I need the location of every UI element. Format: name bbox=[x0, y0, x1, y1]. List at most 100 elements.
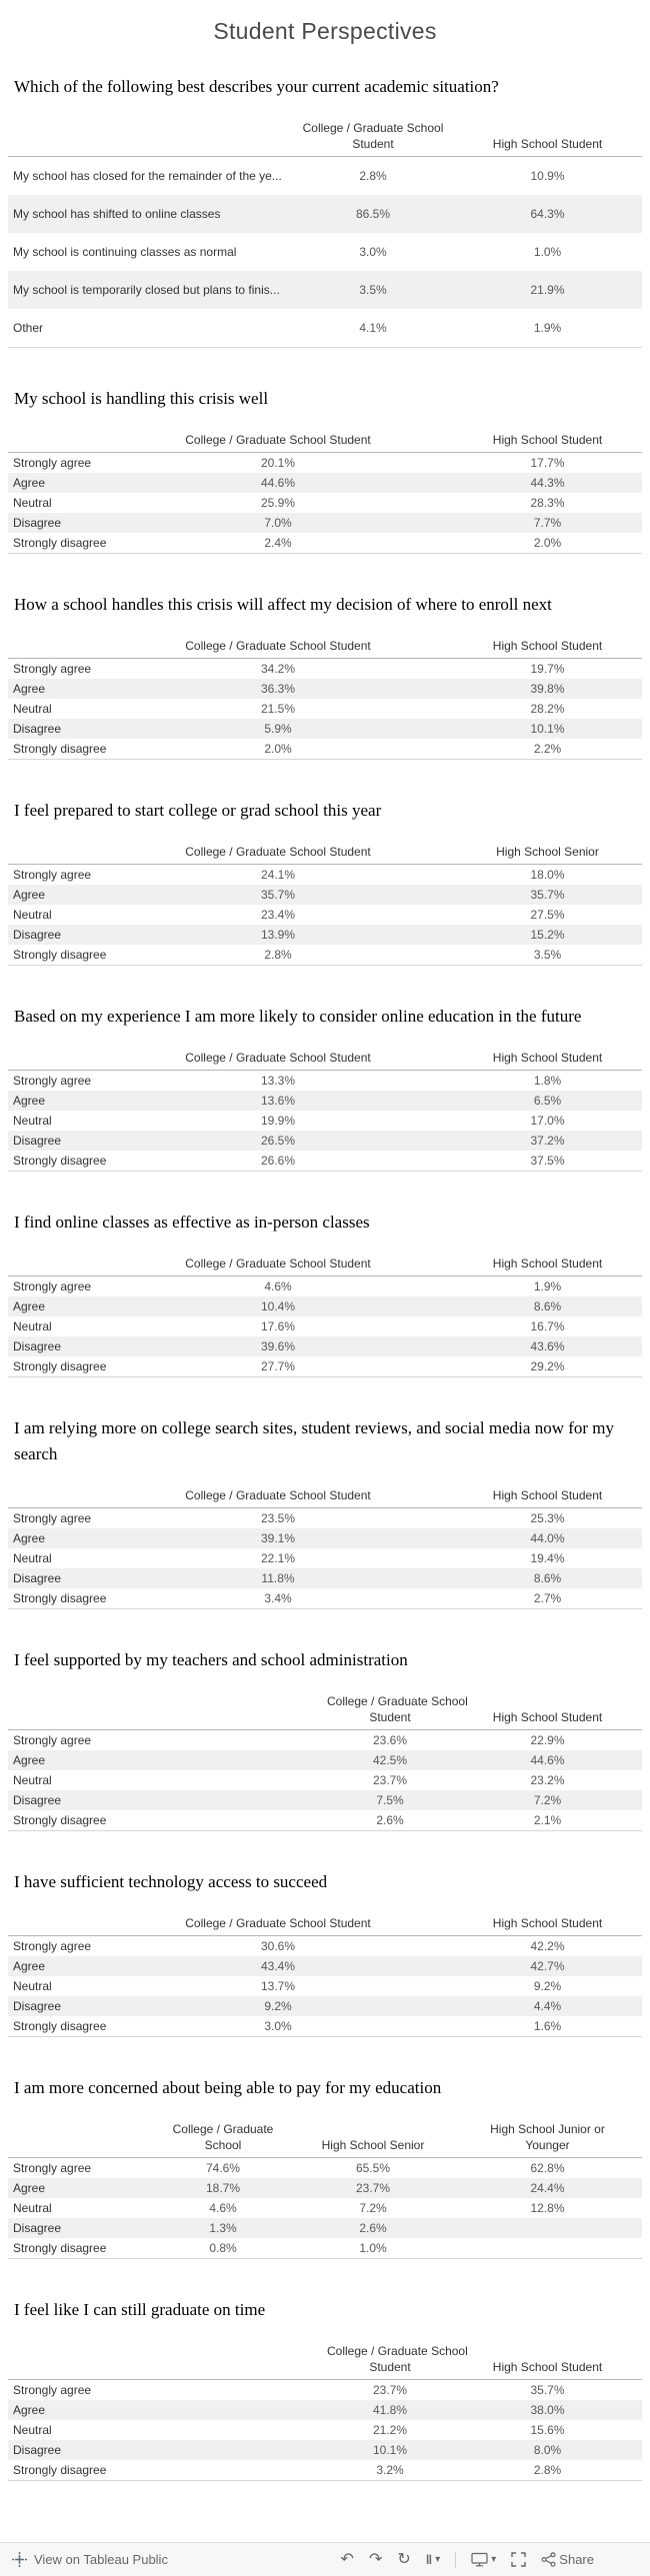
row-label: Strongly disagree bbox=[13, 948, 107, 962]
table-row: Disagree 9.2% 4.4% bbox=[8, 1996, 642, 2016]
cell-value: 44.6% bbox=[260, 476, 296, 490]
results-table: College / Graduate School Student High Sc… bbox=[8, 2343, 642, 2481]
redo-icon: ↷ bbox=[368, 2550, 383, 2568]
cell-value: 3.4% bbox=[264, 1591, 292, 1605]
cell-value: 37.5% bbox=[530, 1154, 565, 1168]
results-table: College / Graduate School Student High Sc… bbox=[8, 638, 642, 760]
row-label: Agree bbox=[13, 1094, 46, 1108]
view-on-tableau-public-link[interactable]: View on Tableau Public bbox=[12, 2552, 168, 2567]
cell-value: 10.9% bbox=[530, 169, 565, 183]
cell-value: 13.9% bbox=[260, 928, 296, 942]
results-table: College / Graduate School Student High Sc… bbox=[8, 432, 642, 554]
row-label: Strongly agree bbox=[13, 1280, 92, 1293]
cell-value: 65.5% bbox=[355, 2161, 391, 2175]
cell-value: 29.2% bbox=[530, 1359, 565, 1373]
column-header: College / Graduate School Student bbox=[327, 2344, 468, 2374]
survey-section: My school is handling this crisis well Co… bbox=[0, 386, 650, 554]
results-table: College / Graduate School Student High Sc… bbox=[8, 120, 642, 348]
cell-value: 24.4% bbox=[530, 2181, 565, 2195]
question-title: I am relying more on college search site… bbox=[14, 1418, 615, 1463]
table-row: My school has closed for the remainder o… bbox=[8, 157, 642, 195]
table-row: Strongly agree 30.6% 42.2% bbox=[8, 1936, 642, 1956]
row-label: Strongly disagree bbox=[13, 2019, 107, 2033]
cell-value: 1.9% bbox=[533, 321, 562, 335]
cell-value: 42.7% bbox=[530, 1959, 565, 1973]
row-label: My school has shifted to online classes bbox=[13, 207, 221, 221]
row-label: Neutral bbox=[13, 2201, 52, 2215]
table-row: My school has shifted to online classes 8… bbox=[8, 195, 642, 233]
cell-value: 23.5% bbox=[260, 1511, 296, 1525]
share-button[interactable]: Share bbox=[541, 2552, 594, 2567]
cell-value: 27.5% bbox=[530, 908, 565, 922]
row-label: Strongly agree bbox=[13, 1511, 92, 1525]
row-label: My school is continuing classes as norma… bbox=[13, 245, 237, 259]
table-row: Strongly disagree 0.8% 1.0% bbox=[8, 2238, 642, 2258]
table-row: Neutral 21.5% 28.2% bbox=[8, 699, 642, 719]
table-header-row: College / Graduate School Student High Sc… bbox=[8, 1487, 642, 1508]
question-title: How a school handles this crisis will af… bbox=[14, 595, 552, 614]
cell-value: 17.6% bbox=[260, 1319, 296, 1333]
question-title: I find online classes as effective as in… bbox=[14, 1213, 370, 1232]
row-label: Strongly disagree bbox=[13, 742, 107, 756]
cell-value: 39.8% bbox=[530, 682, 565, 696]
table-row: Neutral 17.6% 16.7% bbox=[8, 1316, 642, 1336]
cell-value: 10.1% bbox=[372, 2443, 408, 2457]
undo-button[interactable]: ↶ bbox=[341, 2551, 354, 2568]
table-row: Neutral 23.4% 27.5% bbox=[8, 905, 642, 925]
row-label: Strongly disagree bbox=[13, 2241, 107, 2255]
table-row: Neutral 23.7% 23.2% bbox=[8, 1770, 642, 1790]
column-header: High School Student bbox=[492, 2360, 603, 2374]
cell-value: 3.2% bbox=[376, 2463, 404, 2477]
cell-value: 26.6% bbox=[260, 1154, 296, 1168]
cell-value: 2.6% bbox=[359, 2221, 387, 2235]
cell-value: 2.4% bbox=[264, 536, 292, 550]
cell-value: 8.6% bbox=[533, 1571, 562, 1585]
cell-value: 74.6% bbox=[205, 2161, 241, 2175]
row-label: Agree bbox=[13, 1531, 46, 1545]
cell-value: 28.3% bbox=[530, 496, 565, 510]
download-button[interactable]: ▾ bbox=[471, 2552, 496, 2567]
question-title: I feel supported by my teachers and scho… bbox=[14, 1650, 408, 1669]
cell-value: 22.9% bbox=[530, 1733, 565, 1747]
table-header-row: College / Graduate School Student High Sc… bbox=[8, 2343, 642, 2380]
table-row: Strongly disagree 2.0% 2.2% bbox=[8, 739, 642, 759]
row-label: Agree bbox=[13, 2403, 46, 2417]
row-label: Strongly disagree bbox=[13, 536, 107, 550]
table-row: Disagree 39.6% 43.6% bbox=[8, 1336, 642, 1356]
cell-value: 4.1% bbox=[359, 321, 387, 335]
table-header-row: College / Graduate School Student High Sc… bbox=[8, 1256, 642, 1277]
table-row: Agree 36.3% 39.8% bbox=[8, 679, 642, 699]
table-row: Agree 42.5% 44.6% bbox=[8, 1750, 642, 1770]
table-row: Disagree 13.9% 15.2% bbox=[8, 925, 642, 945]
cell-value: 19.4% bbox=[530, 1551, 565, 1565]
column-header: High School Student bbox=[492, 1051, 603, 1065]
cell-value: 3.0% bbox=[359, 245, 387, 259]
fullscreen-button[interactable] bbox=[511, 2552, 526, 2567]
column-header: College / Graduate School Student bbox=[185, 1051, 371, 1065]
column-header: High School Senior bbox=[321, 2138, 425, 2152]
table-header-row: College / Graduate School High School Sen… bbox=[8, 2121, 642, 2158]
fullscreen-icon bbox=[511, 2552, 526, 2567]
table-row: Agree 18.7% 23.7% 24.4% bbox=[8, 2178, 642, 2198]
table-row: Strongly disagree 2.8% 3.5% bbox=[8, 945, 642, 965]
pause-auto-updates-button[interactable]: ‖ ▾ bbox=[426, 2553, 441, 2566]
row-label: Disagree bbox=[13, 722, 62, 736]
table-row: Neutral 21.2% 15.6% bbox=[8, 2420, 642, 2440]
cell-value: 20.1% bbox=[260, 456, 296, 470]
row-label: Disagree bbox=[13, 516, 62, 530]
row-label: Disagree bbox=[13, 1999, 62, 2013]
cell-value: 15.2% bbox=[530, 928, 565, 942]
replay-button[interactable]: ↻ bbox=[397, 2551, 410, 2568]
redo-button[interactable]: ↷ bbox=[368, 2550, 383, 2568]
results-table: College / Graduate School Student High Sc… bbox=[8, 1050, 642, 1172]
table-row: Strongly disagree 3.2% 2.8% bbox=[8, 2460, 642, 2480]
column-header: High School Student bbox=[492, 639, 603, 653]
table-row: Agree 44.6% 44.3% bbox=[8, 473, 642, 493]
cell-value: 15.6% bbox=[530, 2423, 565, 2437]
table-header-row: College / Graduate School Student High Sc… bbox=[8, 1693, 642, 1730]
cell-value: 23.6% bbox=[372, 1733, 408, 1747]
cell-value: 0.8% bbox=[209, 2241, 237, 2255]
row-label: Strongly agree bbox=[13, 456, 92, 470]
cell-value: 35.7% bbox=[260, 888, 296, 902]
row-label: Strongly agree bbox=[13, 662, 92, 676]
